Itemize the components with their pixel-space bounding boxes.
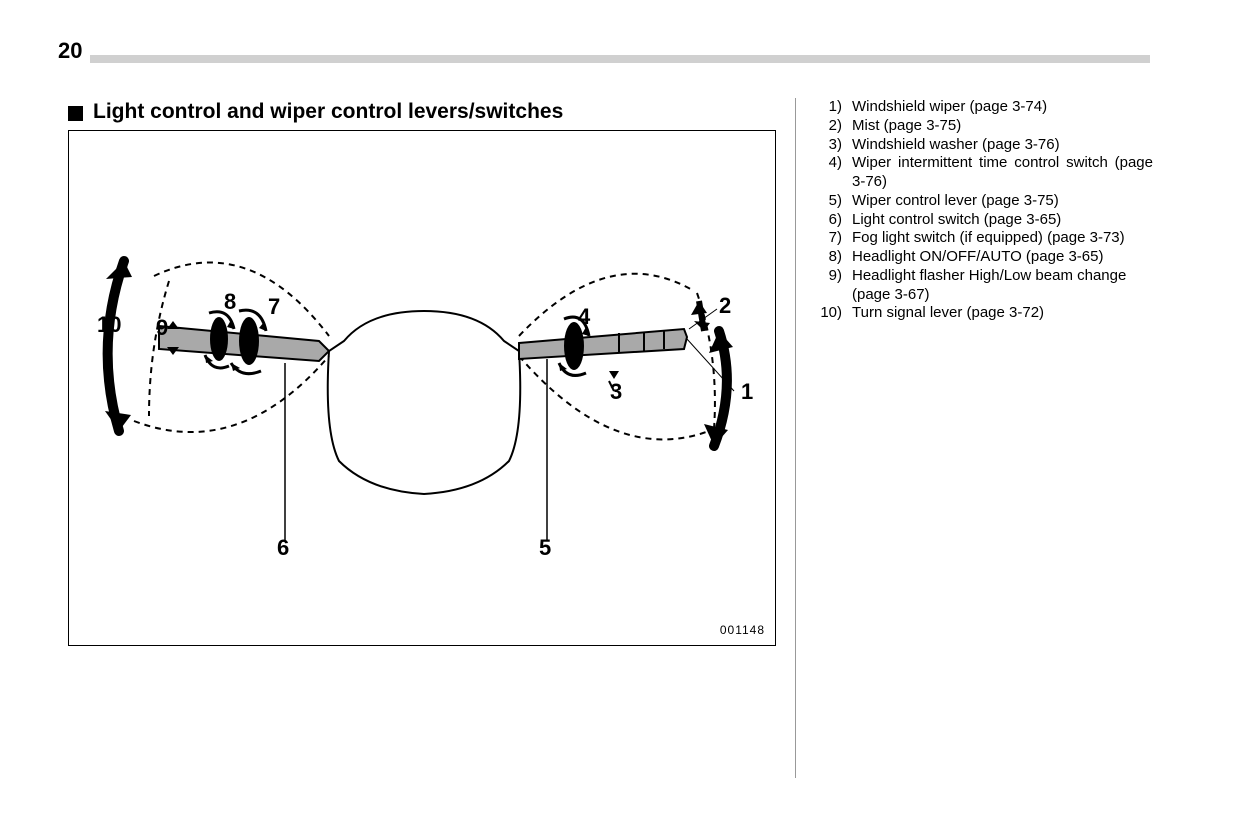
- callout-4: 4: [578, 304, 591, 329]
- callout-2: 2: [719, 293, 731, 318]
- callout-5: 5: [539, 535, 551, 560]
- legend-text: Wiper intermittent time control switch (…: [852, 154, 1153, 192]
- legend-text: Windshield wiper (page 3-74): [852, 98, 1153, 117]
- legend-text: Light control switch (page 3-65): [852, 211, 1153, 230]
- column-divider: [795, 98, 796, 778]
- legend-num: 6): [808, 211, 852, 230]
- legend-num: 7): [808, 229, 852, 248]
- legend-num: 10): [808, 304, 852, 323]
- callout-1: 1: [741, 379, 753, 404]
- legend-num: 1): [808, 98, 852, 117]
- legend-item: 2)Mist (page 3-75): [808, 117, 1153, 136]
- callout-10: 10: [97, 312, 121, 337]
- header-rule: [90, 55, 1150, 63]
- left-lever: [134, 263, 329, 433]
- callout-6: 6: [277, 535, 289, 560]
- diagram-svg: 1 2 3 4 5 6 7 8 9 10: [69, 131, 775, 645]
- legend-text: Headlight flasher High/Low beam change (…: [852, 267, 1153, 305]
- callout-7: 7: [268, 294, 280, 319]
- legend-num: 4): [808, 154, 852, 192]
- page-number: 20: [58, 38, 82, 64]
- legend-item: 9)Headlight flasher High/Low beam change…: [808, 267, 1153, 305]
- legend-list: 1)Windshield wiper (page 3-74) 2)Mist (p…: [808, 98, 1153, 323]
- figure-code: 001148: [720, 623, 765, 637]
- legend-item: 1)Windshield wiper (page 3-74): [808, 98, 1153, 117]
- legend-num: 9): [808, 267, 852, 305]
- legend-item: 10)Turn signal lever (page 3-72): [808, 304, 1153, 323]
- callout-8: 8: [224, 289, 236, 314]
- legend-item: 7)Fog light switch (if equipped) (page 3…: [808, 229, 1153, 248]
- figure-box: 1 2 3 4 5 6 7 8 9 10 001148: [68, 130, 776, 646]
- legend-num: 5): [808, 192, 852, 211]
- legend-text: Windshield washer (page 3-76): [852, 136, 1153, 155]
- arrow-1: [704, 331, 733, 446]
- right-lever: [519, 274, 715, 440]
- legend-item: 6)Light control switch (page 3-65): [808, 211, 1153, 230]
- section-heading: Light control and wiper control levers/s…: [68, 100, 563, 124]
- callout-9: 9: [156, 315, 168, 340]
- legend-item: 5)Wiper control lever (page 3-75): [808, 192, 1153, 211]
- legend-text: Fog light switch (if equipped) (page 3-7…: [852, 229, 1153, 248]
- legend-item: 3)Windshield washer (page 3-76): [808, 136, 1153, 155]
- legend-num: 3): [808, 136, 852, 155]
- legend-item: 4)Wiper intermittent time control switch…: [808, 154, 1153, 192]
- legend-text: Turn signal lever (page 3-72): [852, 304, 1153, 323]
- square-bullet-icon: [68, 106, 83, 121]
- section-title: Light control and wiper control levers/s…: [93, 100, 563, 124]
- legend-item: 8)Headlight ON/OFF/AUTO (page 3-65): [808, 248, 1153, 267]
- legend-text: Wiper control lever (page 3-75): [852, 192, 1153, 211]
- legend-text: Mist (page 3-75): [852, 117, 1153, 136]
- legend-text: Headlight ON/OFF/AUTO (page 3-65): [852, 248, 1153, 267]
- callout-3: 3: [610, 379, 622, 404]
- legend-num: 8): [808, 248, 852, 267]
- legend-num: 2): [808, 117, 852, 136]
- arrow-10: [105, 261, 132, 431]
